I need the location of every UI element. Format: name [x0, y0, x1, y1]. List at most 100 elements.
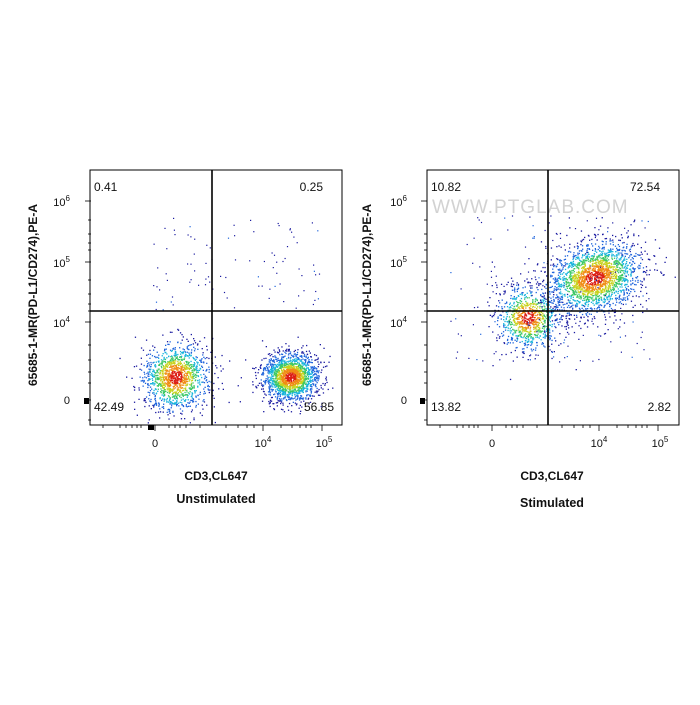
event-dot	[179, 396, 180, 397]
event-dot	[193, 386, 194, 387]
event-dot	[283, 388, 284, 389]
event-dot	[278, 386, 279, 387]
event-dot	[298, 337, 299, 338]
event-dot	[163, 390, 164, 391]
event-dot	[276, 262, 277, 263]
event-dot	[303, 290, 304, 291]
event-dot	[514, 296, 515, 297]
event-dot	[285, 396, 286, 397]
event-dot	[192, 370, 193, 371]
event-dot	[295, 396, 296, 397]
event-dot	[544, 336, 545, 337]
event-dot	[278, 362, 279, 363]
event-dot	[576, 279, 577, 280]
event-dot	[187, 375, 188, 376]
event-dot	[523, 323, 524, 324]
event-dot	[241, 377, 242, 378]
event-dot	[188, 381, 189, 382]
event-dot	[611, 308, 612, 309]
event-dot	[279, 351, 280, 352]
event-dot	[513, 342, 514, 343]
quadrant-upper-right-value: 0.25	[300, 180, 324, 194]
event-dot	[283, 301, 284, 302]
event-dot	[530, 303, 531, 304]
event-dot	[202, 354, 203, 355]
event-dot	[149, 395, 150, 396]
event-dot	[191, 349, 192, 350]
event-dot	[176, 385, 177, 386]
event-dot	[317, 388, 318, 389]
event-dot	[181, 387, 182, 388]
event-dot	[574, 279, 575, 280]
event-dot	[494, 314, 495, 315]
event-dot	[505, 330, 506, 331]
event-dot	[623, 304, 624, 305]
event-dot	[206, 380, 207, 381]
event-dot	[513, 303, 514, 304]
event-dot	[644, 251, 645, 252]
event-dot	[178, 392, 179, 393]
event-dot	[273, 394, 274, 395]
event-dot	[293, 387, 294, 388]
event-dot	[582, 254, 583, 255]
event-dot	[274, 255, 275, 256]
event-dot	[594, 305, 595, 306]
event-dot	[167, 380, 168, 381]
event-dot	[546, 303, 547, 304]
event-dot	[181, 402, 182, 403]
zero-marker-left	[148, 425, 154, 430]
event-dot	[134, 402, 135, 403]
event-dot	[185, 379, 186, 380]
event-dot	[594, 300, 595, 301]
event-dot	[288, 394, 289, 395]
event-dot	[171, 360, 172, 361]
event-dot	[522, 294, 523, 295]
event-dot	[185, 373, 186, 374]
event-dot	[184, 418, 185, 419]
event-dot	[546, 331, 547, 332]
event-dot	[215, 365, 216, 366]
event-dot	[181, 356, 182, 357]
event-dot	[271, 358, 272, 359]
event-dot	[307, 384, 308, 385]
event-dot	[507, 344, 508, 345]
event-dot	[187, 365, 188, 366]
event-dot	[182, 367, 183, 368]
event-dot	[499, 336, 500, 337]
event-dot	[155, 401, 156, 402]
event-dot	[532, 302, 533, 303]
event-dot	[272, 391, 273, 392]
event-dot	[517, 291, 518, 292]
event-dot	[174, 367, 175, 368]
event-dot	[181, 334, 182, 335]
event-dot	[322, 388, 323, 389]
event-dot	[295, 383, 296, 384]
event-dot	[645, 287, 646, 288]
y-tick-labels-left: 106 105 104 0	[53, 194, 70, 407]
event-dot	[542, 301, 543, 302]
event-dot	[187, 352, 188, 353]
event-dot	[209, 386, 210, 387]
event-dot	[306, 370, 307, 371]
event-dot	[167, 414, 168, 415]
event-dot	[539, 307, 540, 308]
event-dot	[157, 352, 158, 353]
event-dot	[194, 270, 195, 271]
event-dot	[297, 398, 298, 399]
event-dot	[274, 382, 275, 383]
event-dot	[162, 355, 163, 356]
event-dot	[277, 405, 278, 406]
event-dot	[278, 365, 279, 366]
event-dot	[279, 349, 280, 350]
event-dot	[174, 381, 175, 382]
event-dot	[182, 365, 183, 366]
event-dot	[278, 372, 279, 373]
event-dot	[139, 389, 140, 390]
event-dot	[314, 377, 315, 378]
event-dot	[518, 288, 519, 289]
event-dot	[582, 314, 583, 315]
event-dot	[507, 330, 508, 331]
event-dot	[332, 388, 333, 389]
event-dot	[214, 373, 215, 374]
event-dot	[512, 290, 513, 291]
